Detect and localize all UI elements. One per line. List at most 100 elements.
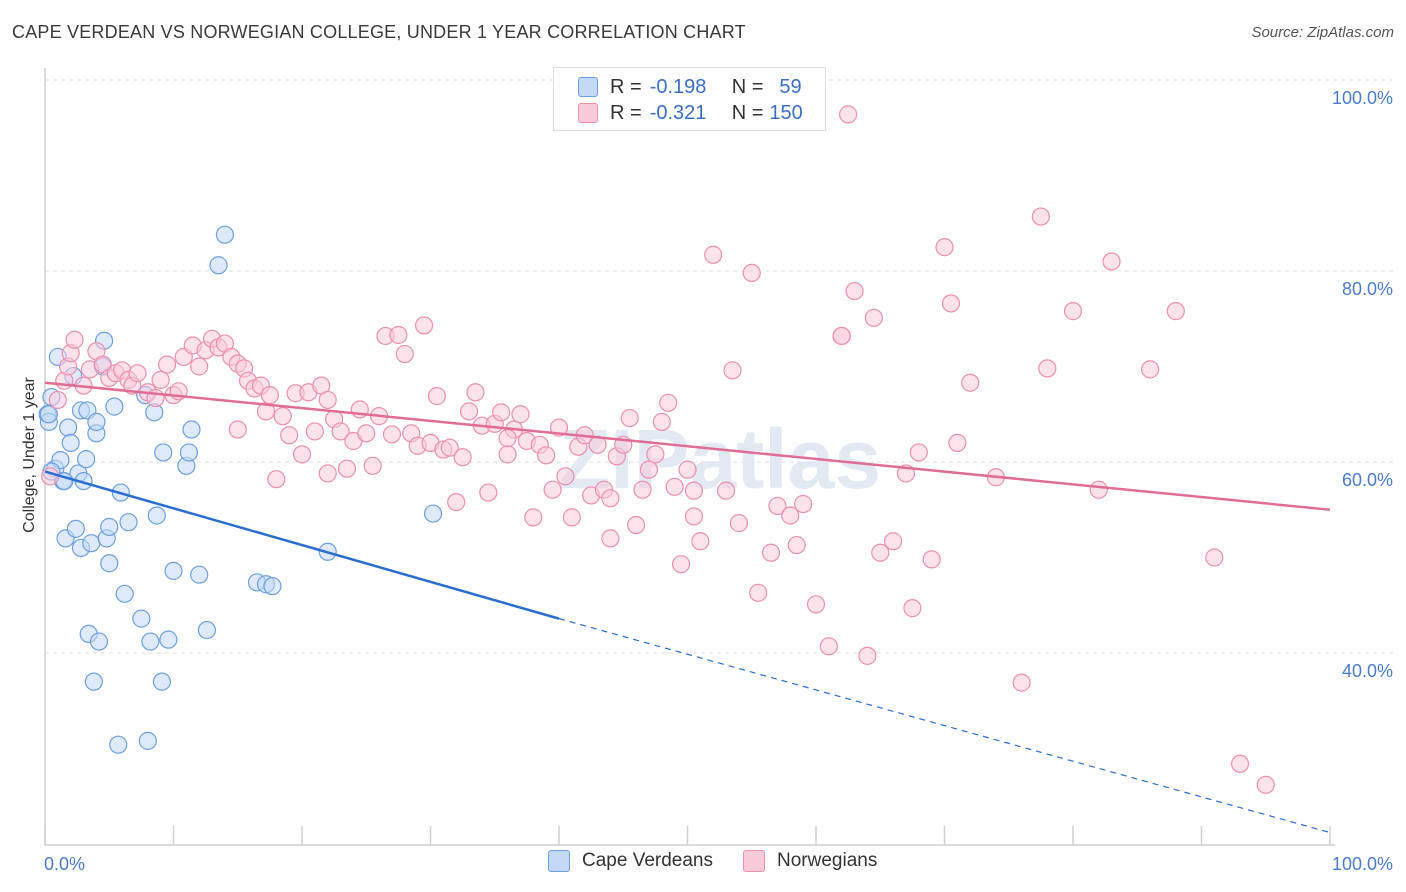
legend-row-norwegians: R = -0.321 N = 150 xyxy=(578,101,803,125)
legend-r-label: R = xyxy=(610,75,642,98)
point-cape-verdean xyxy=(132,609,151,628)
point-norwegian xyxy=(492,403,511,422)
point-norwegian xyxy=(41,467,60,486)
point-norwegian xyxy=(318,390,337,410)
point-cape-verdean xyxy=(179,443,199,462)
point-cape-verdean xyxy=(82,534,101,553)
trend-line-cape-verdeans xyxy=(44,470,560,620)
point-norwegian xyxy=(427,387,447,406)
legend-n-label: N = xyxy=(731,101,764,124)
point-norwegian xyxy=(749,583,768,602)
legend-swatch-pink xyxy=(743,850,765,872)
point-norwegian xyxy=(633,480,652,499)
point-norwegian xyxy=(292,445,312,464)
point-norwegian xyxy=(601,529,620,548)
point-cape-verdean xyxy=(152,672,172,691)
bottom-legend-label: Cape Verdeans xyxy=(582,850,713,871)
point-norwegian xyxy=(318,464,337,483)
series-norwegians xyxy=(41,105,1275,794)
legend-n-label: N = xyxy=(731,75,764,98)
point-norwegian xyxy=(280,426,299,445)
point-cape-verdean xyxy=(182,420,201,439)
source-label: Source: ZipAtlas.com xyxy=(1251,24,1394,41)
point-norwegian xyxy=(1205,548,1224,567)
y-tick-labels: 40.0% 60.0% 80.0% 100.0% xyxy=(1332,88,1393,681)
point-norwegian xyxy=(941,294,961,313)
point-norwegian xyxy=(190,357,209,376)
point-norwegian xyxy=(1038,359,1057,378)
point-cape-verdean xyxy=(154,443,173,462)
point-norwegian xyxy=(806,595,826,614)
point-norwegian xyxy=(620,408,639,428)
chart-title: CAPE VERDEAN VS NORWEGIAN COLLEGE, UNDER… xyxy=(12,22,746,42)
point-norwegian xyxy=(961,373,980,392)
legend-swatch-blue xyxy=(578,77,598,97)
point-norwegian xyxy=(639,460,659,479)
point-norwegian xyxy=(1031,207,1050,226)
point-norwegian xyxy=(1256,775,1275,794)
point-norwegian xyxy=(646,445,665,464)
y-tick-label: 40.0% xyxy=(1342,661,1393,681)
point-norwegian xyxy=(922,550,941,569)
legend-r-value: -0.321 xyxy=(649,101,707,124)
point-norwegian xyxy=(498,429,517,448)
point-norwegian xyxy=(684,481,704,500)
point-cape-verdean xyxy=(215,225,234,244)
legend: R = -0.198 N = 59 R = -0.321 N = 150 xyxy=(553,67,826,131)
point-norwegian xyxy=(1166,302,1185,321)
point-cape-verdean xyxy=(263,577,282,596)
point-norwegian xyxy=(723,361,742,380)
point-norwegian xyxy=(498,445,517,464)
point-norwegian xyxy=(157,355,177,374)
point-cape-verdean xyxy=(77,450,96,469)
point-norwegian xyxy=(331,422,350,441)
legend-n-value: 150 xyxy=(769,101,803,124)
point-cape-verdean xyxy=(100,554,119,573)
legend-swatch-blue xyxy=(548,850,570,872)
y-tick-label: 80.0% xyxy=(1342,279,1393,299)
point-norwegian xyxy=(228,420,247,439)
series-cape-verdeans xyxy=(38,225,443,754)
bottom-legend-cape-verdeans[interactable]: Cape Verdeans xyxy=(548,850,713,872)
bottom-legend-norwegians[interactable]: Norwegians xyxy=(743,850,877,872)
legend-r-label: R = xyxy=(610,101,642,124)
point-norwegian xyxy=(858,646,877,665)
point-norwegian xyxy=(524,508,543,527)
legend-r-value: -0.198 xyxy=(649,75,707,98)
point-norwegian xyxy=(845,281,864,301)
legend-n-value: 59 xyxy=(779,75,802,98)
point-cape-verdean xyxy=(423,504,443,523)
x-ticks xyxy=(44,826,1331,845)
point-norwegian xyxy=(260,386,279,405)
point-norwegian xyxy=(864,308,883,327)
point-norwegian xyxy=(48,390,67,410)
point-norwegian xyxy=(151,370,170,389)
point-norwegian xyxy=(543,480,562,499)
point-norwegian xyxy=(671,555,691,574)
point-norwegian xyxy=(819,637,838,656)
point-norwegian xyxy=(659,393,678,412)
point-cape-verdean xyxy=(105,397,124,416)
point-norwegian xyxy=(948,433,967,452)
point-cape-verdean xyxy=(190,565,209,584)
point-cape-verdean xyxy=(59,418,78,437)
point-cape-verdean xyxy=(109,735,128,754)
point-norwegian xyxy=(1230,754,1250,773)
point-norwegian xyxy=(1102,252,1121,271)
point-cape-verdean xyxy=(66,519,85,538)
point-norwegian xyxy=(128,364,147,383)
point-norwegian xyxy=(466,383,485,402)
point-norwegian xyxy=(363,456,382,475)
point-norwegian xyxy=(382,425,402,444)
x-tick-label-max: 100.0% xyxy=(1332,854,1393,874)
point-norwegian xyxy=(395,344,414,364)
point-cape-verdean xyxy=(61,433,80,452)
point-cape-verdean xyxy=(141,632,160,651)
point-norwegian xyxy=(781,506,800,525)
point-norwegian xyxy=(65,330,84,349)
point-norwegian xyxy=(1063,302,1083,321)
point-cape-verdean xyxy=(100,517,119,537)
point-norwegian xyxy=(704,245,723,264)
bottom-legend-label: Norwegians xyxy=(777,850,878,871)
